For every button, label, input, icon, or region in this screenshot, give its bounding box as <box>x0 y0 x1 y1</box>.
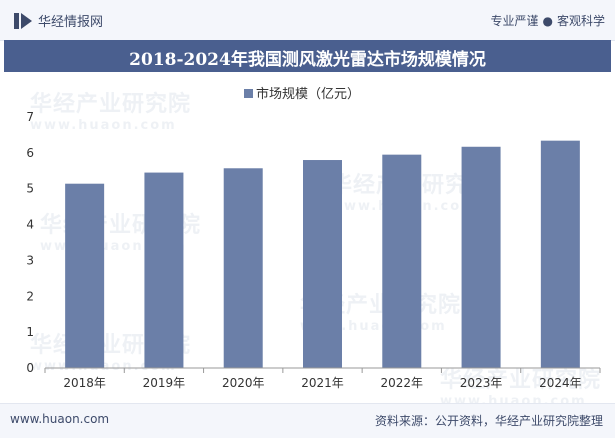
bar <box>303 160 342 368</box>
bar <box>144 172 184 368</box>
title-bar: 2018-2024年我国测风激光雷达市场规模情况 <box>4 40 611 72</box>
x-axis: 2018年 2019年 2020年 2021年 2022年 2023年 2024年 <box>44 368 601 390</box>
bar <box>65 183 105 368</box>
y-tick-label: 1 <box>26 325 34 339</box>
legend-swatch <box>244 89 253 98</box>
y-tick-label: 4 <box>26 218 34 232</box>
bar <box>223 168 263 368</box>
top-bar: 华经情报网 专业严谨 ● 客观科学 <box>0 0 615 41</box>
bar <box>540 140 580 368</box>
footer-source: 资料来源：公开资料，华经产业研究院整理 <box>374 414 603 428</box>
footer-url: www.huaon.com <box>10 412 110 426</box>
y-tick-label: 0 <box>26 361 34 375</box>
slogan-left: 专业严谨 <box>490 14 539 28</box>
x-tick-label: 2020年 <box>222 376 265 390</box>
slogan: 专业严谨 ● 客观科学 <box>490 12 605 29</box>
footer: www.huaon.com 资料来源：公开资料，华经产业研究院整理 <box>0 403 615 438</box>
y-tick-label: 2 <box>26 289 34 303</box>
y-axis: 0 1 2 3 4 5 6 7 <box>26 110 34 375</box>
x-tick-label: 2018年 <box>63 376 106 390</box>
y-tick-label: 3 <box>26 253 34 267</box>
bar <box>461 146 501 368</box>
y-tick-label: 5 <box>26 182 34 196</box>
huajing-logo-icon <box>14 13 32 29</box>
chart-title: 2018-2024年我国测风激光雷达市场规模情况 <box>129 50 486 70</box>
bars <box>65 140 580 368</box>
slogan-right: 客观科学 <box>556 14 605 28</box>
y-tick-label: 7 <box>26 110 34 124</box>
brand-name: 华经情报网 <box>38 15 104 30</box>
x-tick-label: 2019年 <box>143 376 186 390</box>
x-tick-label: 2022年 <box>381 376 424 390</box>
legend: 市场规模（亿元） <box>244 86 360 102</box>
x-tick-label: 2023年 <box>460 376 503 390</box>
y-tick-label: 6 <box>26 146 34 160</box>
slogan-separator: ● <box>542 14 553 28</box>
legend-label: 市场规模（亿元） <box>256 86 360 102</box>
x-tick-label: 2024年 <box>539 376 582 390</box>
bar <box>382 154 422 368</box>
x-tick-label: 2021年 <box>301 376 344 390</box>
